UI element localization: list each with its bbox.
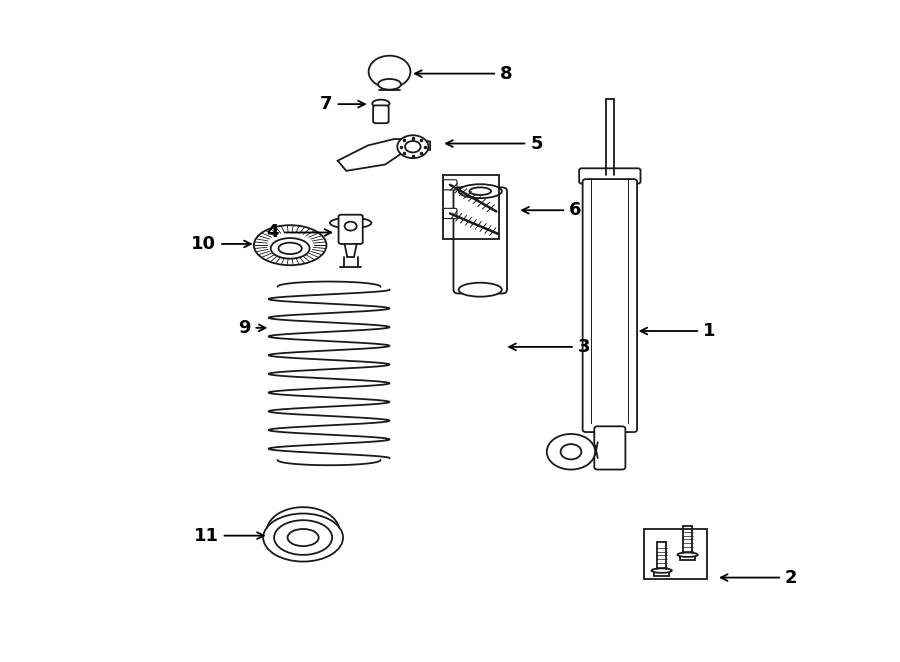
Ellipse shape xyxy=(459,184,502,198)
Polygon shape xyxy=(338,139,430,171)
Ellipse shape xyxy=(271,238,310,259)
Ellipse shape xyxy=(470,187,491,195)
FancyBboxPatch shape xyxy=(580,168,641,183)
Ellipse shape xyxy=(369,56,410,88)
FancyBboxPatch shape xyxy=(582,179,637,432)
Ellipse shape xyxy=(378,79,400,89)
Ellipse shape xyxy=(288,529,319,546)
Text: 1: 1 xyxy=(641,322,716,340)
Text: 6: 6 xyxy=(522,201,581,219)
Ellipse shape xyxy=(263,514,343,561)
Text: 10: 10 xyxy=(192,235,251,253)
FancyBboxPatch shape xyxy=(443,209,457,218)
Bar xyxy=(680,555,696,560)
Ellipse shape xyxy=(678,553,698,557)
Text: 9: 9 xyxy=(238,319,266,337)
Circle shape xyxy=(397,135,428,158)
Ellipse shape xyxy=(652,569,671,573)
FancyBboxPatch shape xyxy=(374,105,389,123)
Ellipse shape xyxy=(330,218,372,228)
Text: 8: 8 xyxy=(415,65,512,83)
Bar xyxy=(443,175,500,239)
Circle shape xyxy=(405,141,420,152)
FancyBboxPatch shape xyxy=(594,426,625,469)
Text: 5: 5 xyxy=(446,134,543,152)
FancyBboxPatch shape xyxy=(454,187,507,293)
Ellipse shape xyxy=(254,225,327,265)
FancyBboxPatch shape xyxy=(338,214,363,244)
Ellipse shape xyxy=(274,520,332,555)
Circle shape xyxy=(561,444,581,459)
Text: 7: 7 xyxy=(320,95,364,113)
Ellipse shape xyxy=(373,100,390,107)
Bar xyxy=(644,530,706,579)
Circle shape xyxy=(547,434,595,469)
Ellipse shape xyxy=(459,283,502,297)
Text: 2: 2 xyxy=(721,569,797,587)
Circle shape xyxy=(345,222,356,230)
Ellipse shape xyxy=(278,243,302,254)
Bar xyxy=(654,571,670,576)
Text: 4: 4 xyxy=(266,224,331,242)
Text: 3: 3 xyxy=(509,338,590,356)
Text: 11: 11 xyxy=(194,527,264,545)
FancyBboxPatch shape xyxy=(443,180,457,190)
